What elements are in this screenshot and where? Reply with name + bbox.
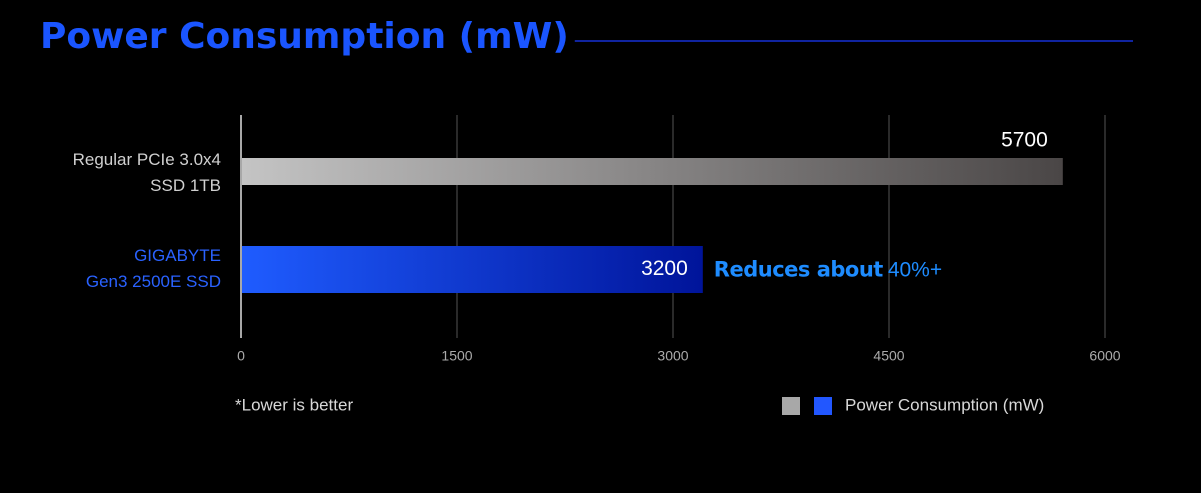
x-tick-label: 6000	[1089, 348, 1120, 364]
x-tick-label: 0	[237, 348, 245, 364]
annotation-value: 40%+	[888, 258, 942, 281]
x-tick-label: 4500	[873, 348, 904, 364]
legend-swatch	[814, 397, 832, 415]
chart-title: Power Consumption (mW)	[40, 16, 569, 57]
legend-label: Power Consumption (mW)	[845, 395, 1044, 414]
footnote: *Lower is better	[235, 395, 353, 414]
legend-swatch	[782, 397, 800, 415]
x-tick-label: 3000	[657, 348, 688, 364]
category-label: GIGABYTE Gen3 2500E SSD	[85, 246, 221, 291]
value-label: 5700	[1001, 129, 1048, 152]
bar	[242, 158, 1063, 185]
category-label: Regular PCIe 3.0x4 SSD 1TB	[72, 150, 221, 195]
annotation-text: Reduces about	[714, 258, 883, 282]
annotation: Reduces about 40%+	[714, 258, 942, 282]
value-label: 3200	[641, 257, 688, 280]
bar	[242, 246, 703, 293]
x-tick-label: 1500	[441, 348, 472, 364]
